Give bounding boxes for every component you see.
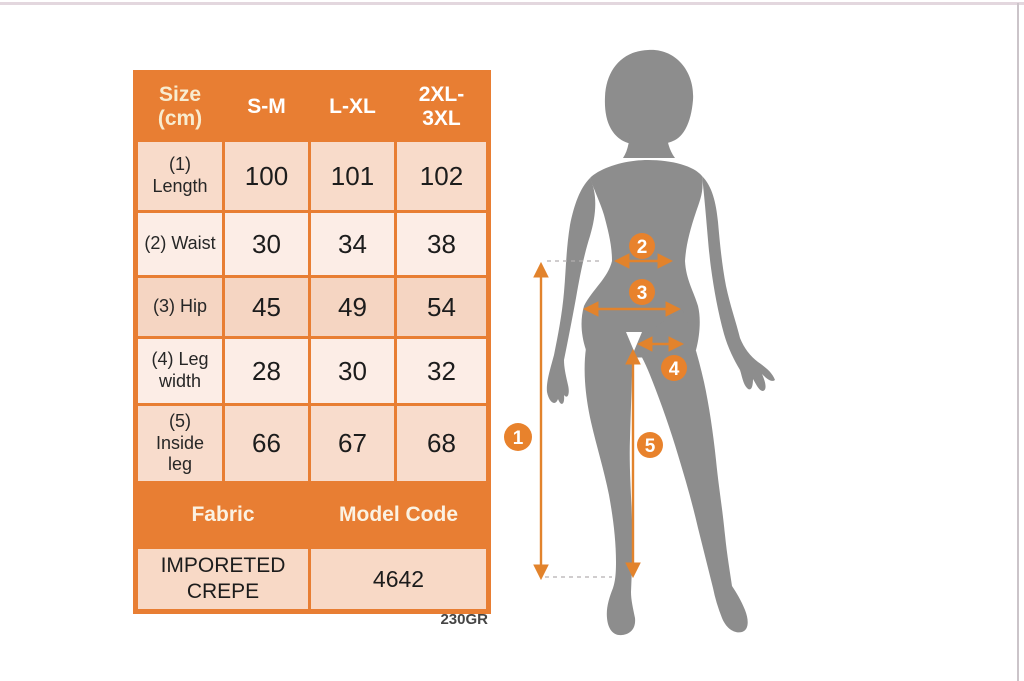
size-table-header-row: Size (cm) S-M L-XL 2XL- 3XL: [138, 75, 486, 139]
page-top-border: [0, 2, 1024, 5]
length-l-xl: 101: [311, 142, 394, 210]
weight-note: 230GR: [440, 611, 488, 628]
row-label-hip: (3) Hip: [138, 278, 222, 336]
left-leg-shape: [584, 348, 636, 636]
column-header-size: Size (cm): [138, 75, 222, 139]
row-label-leg-width: (4) Leg width: [138, 339, 222, 403]
table-row-waist: (2) Waist 30 34 38: [138, 213, 486, 275]
hip-2xl-3xl: 54: [397, 278, 486, 336]
size-label-line: 3XL: [422, 107, 461, 130]
measurement-number-4: 4: [669, 359, 680, 380]
column-header-l-xl: L-XL: [329, 94, 376, 118]
leg-width-2xl-3xl: 32: [397, 339, 486, 403]
size-chart-table: Size (cm) S-M L-XL 2XL- 3XL (1) Length 1…: [133, 70, 491, 614]
table-row-hip: (3) Hip 45 49 54: [138, 278, 486, 336]
fabric-value-cell: IMPORETED CREPE: [138, 549, 308, 609]
column-header-s-m: S-M: [247, 94, 286, 118]
right-arm-shape: [702, 176, 775, 391]
waist-l-xl: 34: [311, 213, 394, 275]
measurement-circle-2: [629, 233, 655, 259]
measurement-number-2: 2: [637, 237, 648, 258]
left-arm-shape: [546, 178, 596, 404]
inside-leg-2xl-3xl: 68: [397, 406, 486, 481]
column-header-2xl-3xl: 2XL- 3XL: [397, 75, 486, 139]
size-label-line: (cm): [157, 107, 203, 130]
inside-leg-s-m: 66: [225, 406, 308, 481]
measurement-2: 2: [613, 233, 674, 269]
measurement-circle-1: [504, 423, 532, 451]
table-row-inside-leg: (5) Inside leg 66 67 68: [138, 406, 486, 481]
measurement-circle-4: [661, 355, 687, 381]
table-footer-header-row: Fabric Model Code: [138, 484, 486, 546]
page-right-border: [1017, 3, 1019, 681]
measurement-number-1: 1: [513, 428, 524, 449]
fabric-header-cell: Fabric: [138, 484, 308, 546]
table-row-length: (1) Length 100 101 102: [138, 142, 486, 210]
hip-l-xl: 49: [311, 278, 394, 336]
leg-width-l-xl: 30: [311, 339, 394, 403]
right-leg-shape: [634, 308, 748, 633]
hip-s-m: 45: [225, 278, 308, 336]
waist-2xl-3xl: 38: [397, 213, 486, 275]
body-silhouette: [546, 49, 775, 636]
hair-shape: [604, 49, 694, 145]
length-s-m: 100: [225, 142, 308, 210]
length-2xl-3xl: 102: [397, 142, 486, 210]
size-label-line: 2XL-: [418, 82, 465, 106]
table-footer-value-row: IMPORETED CREPE 4642: [138, 549, 486, 609]
neck-shape: [623, 124, 675, 158]
waist-s-m: 30: [225, 213, 308, 275]
measurement-number-3: 3: [637, 283, 648, 304]
model-code-value-cell: 4642: [311, 549, 486, 609]
measurement-circle-5: [637, 432, 663, 458]
row-label-inside-leg: (5) Inside leg: [138, 406, 222, 481]
inside-leg-l-xl: 67: [311, 406, 394, 481]
row-label-length: (1) Length: [138, 142, 222, 210]
table-row-leg-width: (4) Leg width 28 30 32: [138, 339, 486, 403]
measurement-4: 4: [636, 336, 687, 381]
measurement-number-5: 5: [645, 436, 656, 457]
measurement-1: 1: [504, 261, 549, 581]
measurement-circle-3: [629, 279, 655, 305]
leg-width-s-m: 28: [225, 339, 308, 403]
measurement-5: 5: [625, 348, 663, 579]
row-label-waist: (2) Waist: [138, 213, 222, 275]
model-code-header-cell: Model Code: [311, 484, 486, 546]
size-label-line: Size: [158, 82, 202, 106]
measurement-3: 3: [582, 279, 682, 317]
measurement-figure: 1 2 3 4 5: [504, 49, 775, 636]
